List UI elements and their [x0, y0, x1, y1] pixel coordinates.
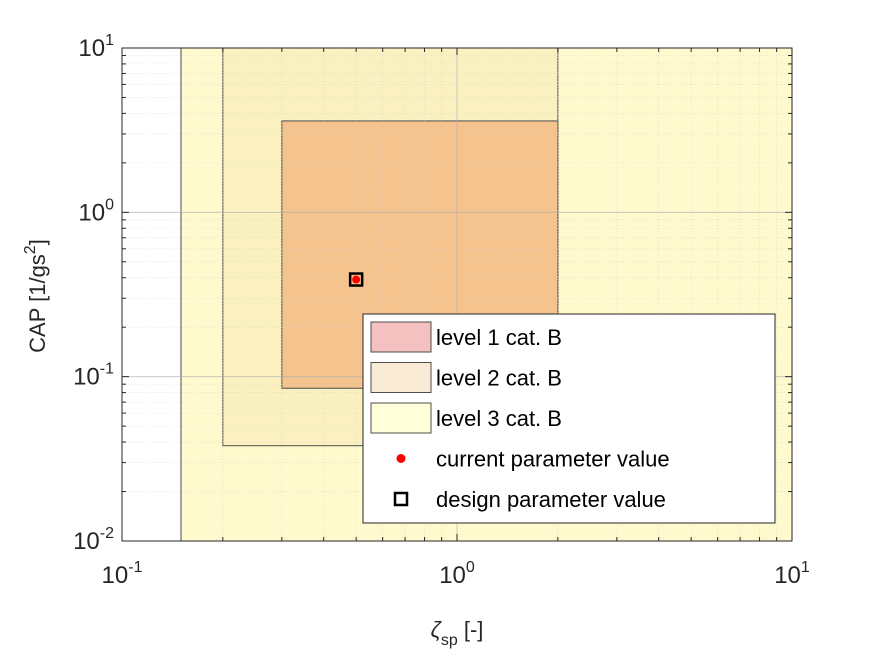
y-axis-label: CAP [1/gs2] [22, 239, 50, 353]
legend-label-level-3-cat-b: level 3 cat. B [436, 406, 562, 431]
current-parameter-marker [352, 275, 361, 284]
legend: level 1 cat. B level 2 cat. B level 3 cat.… [362, 313, 776, 524]
x-tick-label-base: 10 [102, 562, 129, 589]
x-tick-label-exponent: 0 [466, 559, 475, 576]
x-axis-suffix: [-] [458, 617, 484, 642]
x-tick-label-base: 10 [774, 562, 801, 589]
y-tick-label: 101 [78, 32, 114, 62]
legend-label-design-parameter-value: design parameter value [436, 487, 666, 512]
y-tick-label-exponent: 1 [105, 32, 114, 49]
y-axis-text: CAP [1/gs [25, 254, 50, 353]
y-tick-label-exponent: 0 [105, 196, 114, 213]
x-tick-label-base: 10 [439, 562, 466, 589]
y-tick-label-base: 10 [78, 199, 105, 226]
y-tick-label-base: 10 [73, 364, 100, 391]
x-tick-label: 10-1 [102, 559, 143, 589]
design-parameter-marker [348, 272, 364, 287]
x-tick-label: 100 [439, 559, 475, 589]
y-tick-label-exponent: -1 [100, 361, 114, 378]
legend-swatch-level-2-cat-b [370, 362, 432, 393]
legend-swatch-level-1-cat-b [370, 321, 432, 353]
y-axis-superscript: 2 [22, 245, 39, 254]
x-axis-label: ζsp [-] [431, 617, 484, 649]
data-points [348, 272, 364, 287]
x-axis-symbol: ζ [431, 617, 443, 642]
y-axis-suffix: ] [25, 239, 50, 245]
legend-marker-design-parameter-value [393, 491, 409, 507]
x-tick-label-exponent: -1 [128, 559, 142, 576]
y-tick-label-base: 10 [73, 528, 100, 555]
x-tick-label: 101 [774, 559, 810, 589]
y-tick-label: 100 [78, 196, 114, 226]
legend-label-current-parameter-value: current parameter value [436, 447, 670, 472]
legend-box [362, 313, 776, 524]
legend-label-level-1-cat-b: level 1 cat. B [436, 325, 562, 350]
x-tick-labels: 10-1 100 101 [102, 559, 810, 589]
y-tick-label-exponent: -2 [100, 525, 114, 542]
x-axis-subscript: sp [441, 632, 458, 649]
legend-marker-current-parameter-value [396, 454, 406, 463]
axes [121, 47, 793, 542]
y-tick-label: 10-1 [73, 361, 114, 391]
y-tick-label: 10-2 [73, 525, 114, 555]
x-tick-label-exponent: 1 [801, 559, 810, 576]
legend-swatch-level-3-cat-b [370, 402, 432, 434]
legend-label-level-2-cat-b: level 2 cat. B [436, 366, 562, 391]
y-tick-label-base: 10 [78, 35, 105, 62]
